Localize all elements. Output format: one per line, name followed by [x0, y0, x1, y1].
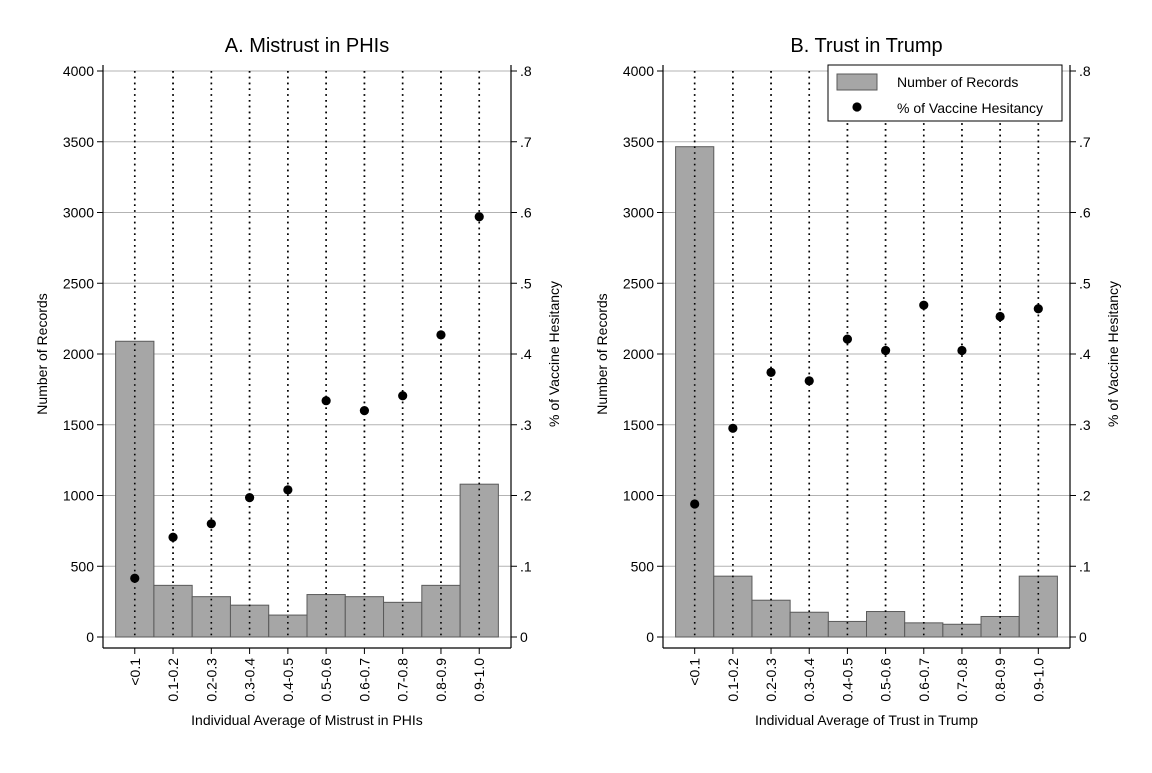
legend-label-hesitancy: % of Vaccine Hesitancy	[897, 100, 1043, 116]
panel-b	[657, 64, 1076, 654]
x-tick-label: <0.1	[127, 658, 143, 686]
x-tick-label: 0.4-0.5	[280, 658, 296, 702]
x-tick-label: 0.6-0.7	[916, 658, 932, 702]
y-tick-label-left: 2500	[63, 275, 94, 291]
y-tick-label-right: .5	[1079, 275, 1091, 291]
scatter-point	[206, 519, 216, 529]
chart-title: B. Trust in Trump	[790, 35, 942, 57]
y-tick-label-right: .2	[1079, 488, 1091, 504]
legend-swatch-bar	[836, 73, 878, 91]
scatter-point	[919, 300, 929, 310]
x-tick-label: 0.2-0.3	[763, 658, 779, 702]
y-tick-label-right: .3	[1079, 417, 1091, 433]
legend-label-records: Number of Records	[897, 74, 1018, 90]
x-axis-label: Individual Average of Trust in Trump	[755, 712, 978, 728]
scatter-point	[244, 493, 255, 503]
y-tick-label-right: 0	[1079, 629, 1087, 645]
y-tick-label-left: 500	[71, 558, 95, 574]
x-tick-label: 0.3-0.4	[801, 658, 817, 702]
chart-title: A. Mistrust in PHIs	[225, 35, 389, 57]
scatter-point	[957, 345, 967, 356]
x-tick-label: 0.9-1.0	[1030, 658, 1046, 702]
scatter-point	[359, 406, 370, 416]
y-tick-label-left: 3500	[623, 134, 654, 150]
bar	[383, 601, 423, 638]
y-tick-label-left: 4000	[63, 63, 94, 79]
scatter-point	[728, 423, 738, 433]
scatter-point	[321, 396, 331, 406]
x-tick-label: 0.3-0.4	[242, 658, 258, 702]
y-axis-label-left: Number of Records	[34, 293, 50, 414]
x-tick-label: 0.7-0.8	[395, 658, 411, 702]
x-tick-label: 0.8-0.9	[992, 658, 1008, 702]
y-tick-label-right: .5	[520, 275, 532, 291]
x-axis-label: Individual Average of Mistrust in PHIs	[191, 712, 423, 728]
bar	[1018, 575, 1058, 638]
y-tick-label-right: .4	[1079, 346, 1091, 362]
scatter-point	[130, 573, 140, 583]
x-tick-label: 0.4-0.5	[839, 658, 855, 702]
y-tick-label-left: 2000	[63, 346, 94, 362]
legend-swatch-point	[852, 102, 862, 112]
y-tick-label-left: 3000	[63, 205, 94, 221]
bar	[789, 611, 829, 638]
x-tick-label: 0.5-0.6	[318, 658, 334, 702]
y-tick-label-right: .8	[520, 63, 532, 79]
y-axis-label-left: Number of Records	[594, 293, 610, 414]
x-tick-label: 0.7-0.8	[954, 658, 970, 702]
scatter-point	[474, 212, 484, 222]
scatter-point	[283, 485, 293, 495]
scatter-point	[804, 376, 814, 386]
y-tick-label-right: .6	[1079, 205, 1091, 221]
y-tick-label-right: .2	[520, 488, 532, 504]
y-tick-label-left: 3500	[63, 134, 94, 150]
y-tick-label-left: 2000	[623, 346, 654, 362]
y-tick-label-left: 500	[631, 558, 655, 574]
x-tick-label: 0.1-0.2	[725, 658, 741, 702]
bar	[229, 604, 270, 638]
y-tick-label-right: .3	[520, 417, 532, 433]
y-tick-label-left: 1500	[63, 417, 94, 433]
x-tick-label: <0.1	[687, 658, 703, 686]
y-tick-label-right: 0	[520, 629, 528, 645]
panel-a	[97, 65, 517, 654]
y-tick-label-left: 2500	[623, 275, 654, 291]
scatter-point	[1033, 304, 1043, 314]
y-tick-label-right: .4	[520, 346, 532, 362]
y-tick-label-right: .8	[1079, 63, 1091, 79]
y-tick-label-left: 1000	[623, 488, 654, 504]
scatter-point	[995, 311, 1005, 322]
x-tick-label: 0.2-0.3	[203, 658, 219, 702]
x-tick-label: 0.5-0.6	[878, 658, 894, 702]
y-tick-label-right: .7	[1079, 134, 1091, 150]
scatter-point	[766, 367, 776, 377]
scatter-point	[880, 345, 891, 356]
y-tick-label-left: 3000	[623, 205, 654, 221]
y-axis-label-right: % of Vaccine Hesitancy	[1105, 281, 1121, 427]
x-tick-label: 0.9-1.0	[471, 658, 487, 702]
y-tick-label-left: 0	[86, 629, 94, 645]
y-tick-label-left: 1500	[623, 417, 654, 433]
bar	[866, 611, 906, 638]
x-tick-label: 0.6-0.7	[356, 658, 372, 702]
scatter-point	[690, 499, 700, 509]
scatter-point	[168, 532, 178, 542]
y-tick-label-right: .1	[1079, 558, 1091, 574]
scatter-point	[436, 330, 446, 340]
y-tick-label-right: .6	[520, 205, 532, 221]
x-tick-label: 0.1-0.2	[165, 658, 181, 702]
bar	[675, 146, 715, 638]
y-axis-label-right: % of Vaccine Hesitancy	[546, 281, 562, 427]
y-tick-label-left: 0	[646, 629, 654, 645]
y-tick-label-right: .7	[520, 134, 532, 150]
y-tick-label-right: .1	[520, 558, 532, 574]
y-tick-label-left: 1000	[63, 488, 94, 504]
x-tick-label: 0.8-0.9	[433, 658, 449, 702]
scatter-point	[842, 334, 853, 344]
scatter-point	[398, 391, 408, 401]
bar	[306, 594, 346, 638]
y-tick-label-left: 4000	[623, 63, 654, 79]
